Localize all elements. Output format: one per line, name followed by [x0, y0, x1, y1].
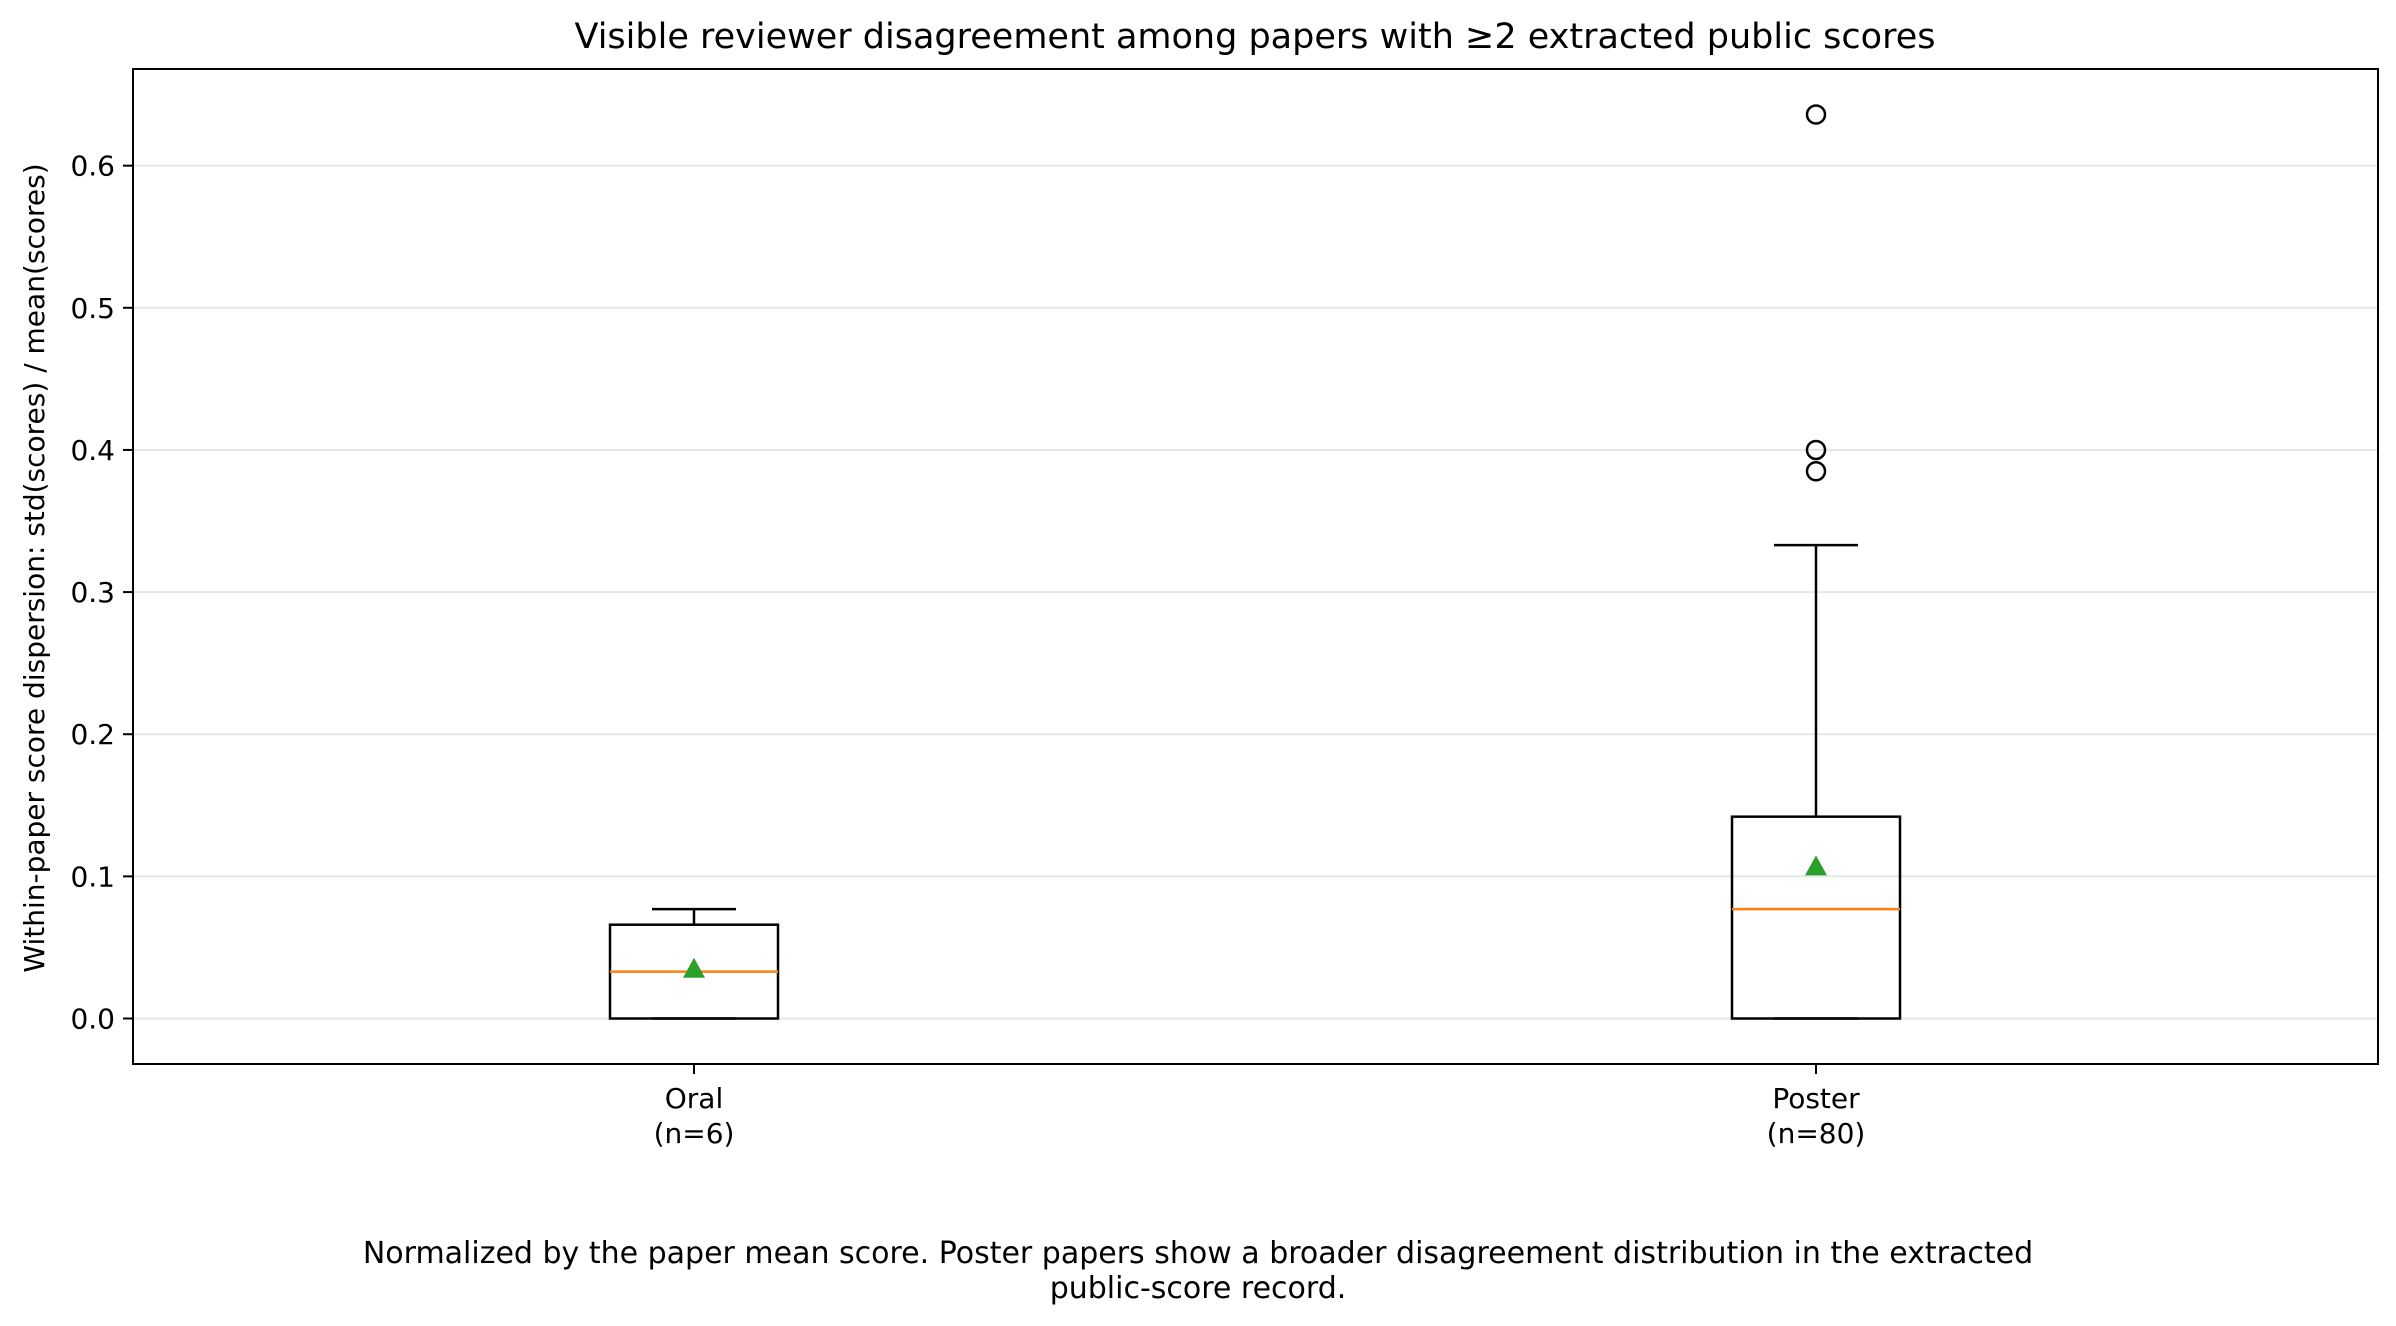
y-tick-label: 0.3 — [70, 576, 115, 609]
y-tick-label: 0.4 — [70, 434, 115, 467]
y-tick-label: 0.2 — [70, 718, 115, 751]
y-tick-label: 0.6 — [70, 150, 115, 183]
y-tick-label: 0.1 — [70, 860, 115, 893]
outlier-point — [1805, 104, 1827, 125]
chart-title: Visible reviewer disagreement among pape… — [575, 17, 1936, 57]
figure-caption: Normalized by the paper mean score. Post… — [0, 1236, 2396, 1306]
x-tick-count-label: (n=80) — [1767, 1117, 1866, 1150]
mean-marker — [1805, 855, 1827, 876]
caption-line-1: Normalized by the paper mean score. Post… — [362, 1236, 2034, 1271]
y-tick-label: 0.0 — [70, 1003, 115, 1036]
x-tick-label: Oral — [665, 1082, 724, 1115]
caption-line-2: public-score record. — [1049, 1271, 1347, 1306]
mean-marker — [683, 957, 705, 978]
box-iqr — [1730, 815, 1902, 1020]
y-axis-label: Within-paper score dispersion: std(score… — [18, 163, 51, 972]
x-tick-count-label: (n=6) — [654, 1117, 735, 1150]
x-tick-label: Poster — [1772, 1082, 1860, 1115]
outlier-point — [1805, 439, 1827, 461]
y-tick-label: 0.5 — [70, 292, 115, 325]
plot-frame — [132, 68, 2379, 1065]
outlier-point — [1805, 461, 1827, 482]
